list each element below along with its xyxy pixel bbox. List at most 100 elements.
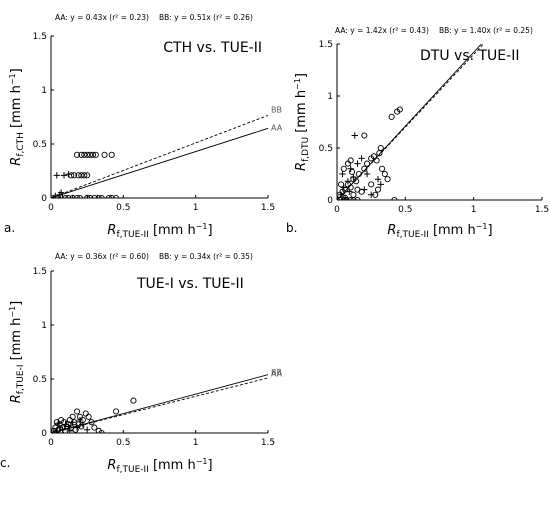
plus-marker bbox=[69, 194, 76, 198]
y-axis-label-bracket: ] bbox=[294, 73, 309, 78]
circle-marker bbox=[396, 106, 403, 113]
circle-marker bbox=[347, 157, 354, 164]
circle-marker bbox=[350, 191, 357, 198]
circle-marker bbox=[108, 194, 115, 198]
circle-marker bbox=[78, 172, 85, 179]
equation-aa: AA: y = 1.42x (r² = 0.43) bbox=[335, 26, 429, 35]
plus-marker bbox=[351, 132, 358, 139]
y-axis-label: Rf,DTU [mm h−1] bbox=[293, 73, 311, 171]
y-tick-label: 0.5 bbox=[33, 140, 47, 150]
circle-marker bbox=[370, 153, 377, 160]
equation-line: AA: y = 0.43x (r² = 0.23) BB: y = 0.51x (… bbox=[55, 13, 253, 22]
y-axis-label-unit: [mm h bbox=[294, 90, 309, 137]
x-axis-label-symbol: R bbox=[107, 458, 116, 473]
x-axis-label-subscript: f,TUE-II bbox=[396, 230, 428, 240]
y-axis-label-superscript: −1 bbox=[293, 78, 302, 90]
data-markers bbox=[337, 106, 403, 200]
x-tick-label: 0.5 bbox=[116, 203, 130, 213]
plus-marker bbox=[367, 191, 375, 198]
circle-marker bbox=[53, 419, 60, 426]
y-axis-label-subscript: f,CTH bbox=[16, 132, 26, 157]
circle-marker bbox=[364, 160, 371, 167]
x-tick-label: 1 bbox=[471, 205, 477, 215]
y-axis-label: Rf,CTH [mm h−1] bbox=[8, 68, 26, 165]
plus-marker bbox=[53, 172, 60, 179]
fit-label-bb: BB bbox=[271, 368, 282, 377]
y-tick-label: 1 bbox=[41, 321, 47, 331]
fit-line-bb bbox=[337, 44, 484, 200]
fit-line-bb bbox=[51, 114, 268, 198]
circle-marker bbox=[91, 424, 98, 431]
equation-bb: BB: y = 0.34x (r² = 0.35) bbox=[159, 252, 253, 261]
circle-marker bbox=[354, 196, 361, 200]
plus-marker bbox=[65, 171, 72, 178]
circle-marker bbox=[130, 397, 137, 404]
circle-marker bbox=[79, 416, 86, 424]
plus-marker bbox=[374, 176, 382, 183]
circle-marker bbox=[84, 194, 91, 198]
circle-marker bbox=[337, 196, 341, 200]
equation-aa: AA: y = 0.36x (r² = 0.60) bbox=[55, 252, 149, 261]
y-axis-label: Rf,TUE-I [mm h−1] bbox=[8, 301, 26, 404]
circle-marker bbox=[95, 194, 102, 198]
fit-label-aa: AA bbox=[271, 370, 283, 379]
fit-label-aa: AA bbox=[271, 123, 283, 132]
circle-marker bbox=[85, 413, 92, 420]
circle-marker bbox=[78, 423, 85, 430]
x-axis-label: Rf,TUE-II [mm h−1] bbox=[107, 222, 212, 240]
panel-title: TUE-I vs. TUE-II bbox=[136, 276, 244, 292]
x-tick-label: 0 bbox=[48, 203, 54, 213]
panel-title: DTU vs. TUE-II bbox=[420, 48, 519, 64]
circle-marker bbox=[368, 181, 375, 188]
plus-marker bbox=[59, 194, 66, 198]
plus-marker bbox=[363, 170, 371, 178]
x-axis-label-unit: [mm h bbox=[149, 223, 196, 238]
panel-label: b. bbox=[286, 221, 297, 235]
equation-aa: AA: y = 0.43x (r² = 0.23) bbox=[55, 13, 149, 22]
circle-marker bbox=[379, 165, 386, 172]
y-axis-label-symbol: R bbox=[9, 394, 24, 403]
y-tick-label: 0 bbox=[41, 194, 47, 204]
circle-marker bbox=[76, 194, 83, 198]
equation-line: AA: y = 1.42x (r² = 0.43) BB: y = 1.40x (… bbox=[335, 26, 533, 35]
y-tick-label: 1.5 bbox=[33, 267, 47, 277]
panel-label: c. bbox=[0, 456, 10, 470]
y-axis-label-unit: [mm h bbox=[9, 85, 24, 132]
y-tick-label: 1 bbox=[327, 92, 333, 102]
circle-marker bbox=[69, 194, 76, 198]
circle-marker bbox=[62, 194, 69, 198]
circle-marker bbox=[87, 194, 94, 198]
x-tick-label: 1 bbox=[193, 438, 199, 448]
x-axis-label-superscript: −1 bbox=[476, 222, 488, 231]
x-tick-label: 1 bbox=[193, 203, 199, 213]
equation-bb: BB: y = 1.40x (r² = 0.25) bbox=[439, 26, 533, 35]
y-axis-label-subscript: f,DTU bbox=[301, 137, 311, 162]
y-tick-label: 0 bbox=[327, 196, 333, 206]
circle-marker bbox=[98, 194, 105, 198]
circle-marker bbox=[65, 194, 72, 198]
circle-marker bbox=[338, 181, 345, 188]
circle-marker bbox=[73, 151, 81, 158]
circle-marker bbox=[340, 165, 347, 172]
x-tick-label: 1.5 bbox=[261, 438, 275, 448]
x-axis-label-subscript: f,TUE-II bbox=[116, 465, 148, 475]
circle-marker bbox=[374, 186, 382, 193]
plus-marker bbox=[377, 181, 384, 188]
circle-marker bbox=[84, 151, 91, 158]
plus-marker bbox=[344, 178, 352, 185]
x-axis-label-bracket: ] bbox=[488, 223, 493, 238]
circle-marker bbox=[81, 172, 88, 179]
circle-marker bbox=[348, 168, 356, 175]
x-axis-label: Rf,TUE-II [mm h−1] bbox=[387, 222, 492, 240]
x-axis-label-unit: [mm h bbox=[149, 458, 196, 473]
x-axis-label-symbol: R bbox=[387, 223, 396, 238]
y-axis-label-bracket: ] bbox=[9, 68, 24, 73]
circle-marker bbox=[391, 196, 398, 200]
circle-marker bbox=[342, 194, 349, 200]
circle-marker bbox=[108, 151, 115, 158]
panel-b: 0 0.5 1 1.500.511.5AA: y = 1.42x (r² = 0.43… bbox=[286, 26, 549, 240]
x-tick-label: 0 bbox=[334, 205, 340, 215]
circle-marker bbox=[75, 172, 82, 179]
